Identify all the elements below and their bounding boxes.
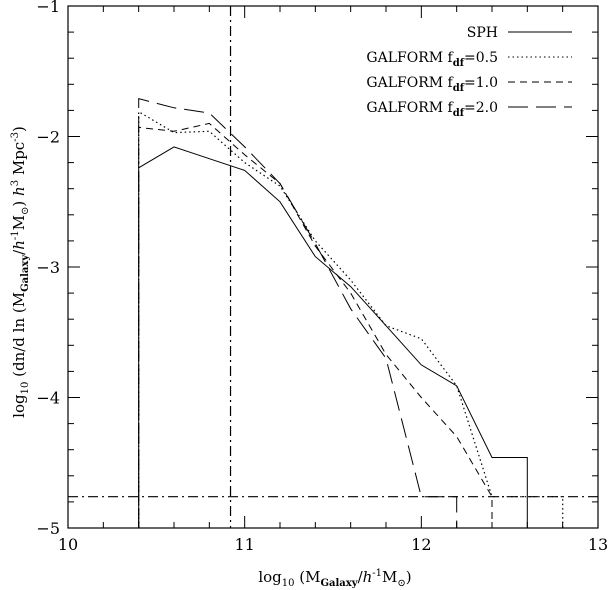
legend-label-0: SPH xyxy=(467,25,498,41)
reference-lines xyxy=(68,6,598,528)
legend: SPH GALFORM fdf=0.5 GALFORM fdf=1.0 GALFORM… xyxy=(366,25,572,119)
series-line-0 xyxy=(138,146,528,528)
plot-border xyxy=(67,5,599,529)
legend-label-1: GALFORM fdf=0.5 xyxy=(366,50,498,69)
plot-frame xyxy=(67,5,599,529)
y-tick-label: −4 xyxy=(36,389,60,408)
x-tick-label: 13 xyxy=(588,535,608,554)
x-tick-label: 11 xyxy=(234,535,254,554)
y-tick-label: −3 xyxy=(36,258,60,277)
y-tick-label: −2 xyxy=(36,128,60,147)
x-tick-label: 12 xyxy=(411,535,431,554)
series-line-3 xyxy=(138,98,458,528)
legend-label-3: GALFORM fdf=2.0 xyxy=(366,100,498,119)
axis-labels: log10 (MGalaxy/h-1M⊙) log10 (dn/d ln (MG… xyxy=(10,126,412,589)
y-tick-label: −1 xyxy=(36,0,60,16)
y-axis-label: log10 (dn/d ln (MGalaxy/h-1M⊙) h3 Mpc-3) xyxy=(10,126,31,418)
x-axis-label: log10 (MGalaxy/h-1M⊙) xyxy=(258,568,411,589)
x-tick-label: 10 xyxy=(58,535,78,554)
series-line-2 xyxy=(138,122,493,528)
series-lines xyxy=(138,98,564,528)
tick-labels: 10 11 12 13 −5 −4 −3 −2 −1 xyxy=(36,0,608,554)
y-tick-label: −5 xyxy=(36,519,60,538)
axes-ticks xyxy=(67,5,599,529)
series-line-1 xyxy=(138,110,564,528)
legend-label-2: GALFORM fdf=1.0 xyxy=(366,75,498,94)
